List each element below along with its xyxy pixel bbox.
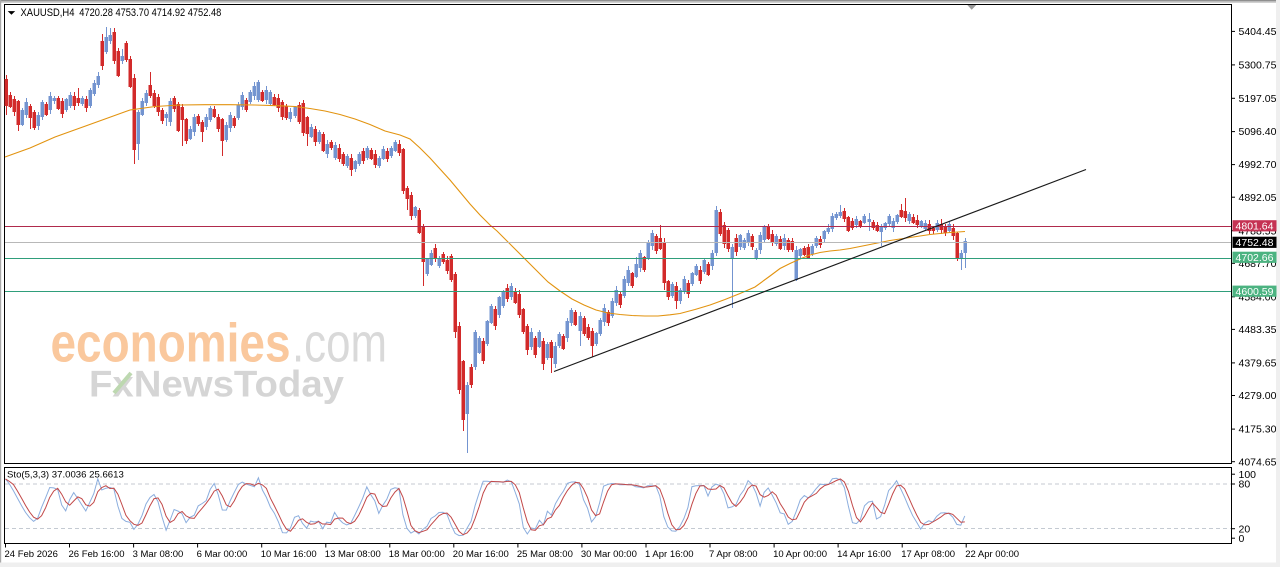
svg-text:5300.75: 5300.75 — [1239, 60, 1277, 72]
svg-text:100: 100 — [1239, 469, 1257, 481]
svg-text:4279.00: 4279.00 — [1239, 390, 1277, 402]
svg-text:80: 80 — [1239, 479, 1251, 491]
svg-text:Sto(5,3,3) 37.0036 25.6613: Sto(5,3,3) 37.0036 25.6613 — [7, 470, 124, 481]
svg-text:4074.65: 4074.65 — [1239, 456, 1277, 468]
svg-text:4892.05: 4892.05 — [1239, 192, 1277, 204]
svg-text:7 Apr 08:00: 7 Apr 08:00 — [709, 549, 758, 560]
svg-text:22 Apr 00:00: 22 Apr 00:00 — [965, 549, 1019, 560]
svg-text:1 Apr 16:00: 1 Apr 16:00 — [645, 549, 694, 560]
svg-text:3 Mar 08:00: 3 Mar 08:00 — [133, 549, 184, 560]
svg-text:4379.65: 4379.65 — [1239, 358, 1277, 370]
svg-text:4702.66: 4702.66 — [1236, 252, 1274, 264]
svg-text:10 Mar 16:00: 10 Mar 16:00 — [261, 549, 317, 560]
svg-text:5404.45: 5404.45 — [1239, 26, 1277, 38]
svg-text:26 Feb 16:00: 26 Feb 16:00 — [69, 549, 125, 560]
svg-text:0: 0 — [1239, 533, 1245, 545]
svg-text:14 Apr 16:00: 14 Apr 16:00 — [837, 549, 891, 560]
svg-text:5197.05: 5197.05 — [1239, 93, 1277, 105]
svg-text:4720.28 4753.70 4714.92 4752.4: 4720.28 4753.70 4714.92 4752.48 — [79, 7, 221, 19]
svg-text:24 Feb 2026: 24 Feb 2026 — [5, 549, 58, 560]
svg-text:6 Mar 00:00: 6 Mar 00:00 — [197, 549, 248, 560]
svg-text:XAUUSD,H4: XAUUSD,H4 — [21, 7, 75, 19]
svg-text:economies: economies — [51, 311, 291, 373]
svg-text:17 Apr 08:00: 17 Apr 08:00 — [901, 549, 955, 560]
svg-text:30 Mar 00:00: 30 Mar 00:00 — [581, 549, 637, 560]
svg-text:.com: .com — [292, 311, 387, 373]
svg-text:FxNewsToday: FxNewsToday — [89, 364, 344, 405]
svg-text:13 Mar 08:00: 13 Mar 08:00 — [325, 549, 381, 560]
svg-text:4175.30: 4175.30 — [1239, 424, 1277, 436]
svg-text:10 Apr 00:00: 10 Apr 00:00 — [773, 549, 827, 560]
svg-text:4992.70: 4992.70 — [1239, 159, 1277, 171]
svg-text:25 Mar 08:00: 25 Mar 08:00 — [517, 549, 573, 560]
svg-text:18 Mar 00:00: 18 Mar 00:00 — [389, 549, 445, 560]
svg-text:4600.59: 4600.59 — [1236, 286, 1274, 298]
svg-text:4801.64: 4801.64 — [1236, 221, 1274, 233]
svg-text:20 Mar 16:00: 20 Mar 16:00 — [453, 549, 509, 560]
svg-text:4483.35: 4483.35 — [1239, 324, 1277, 336]
svg-text:5096.40: 5096.40 — [1239, 126, 1277, 138]
svg-text:4752.48: 4752.48 — [1236, 237, 1274, 249]
svg-text:20: 20 — [1239, 523, 1251, 535]
